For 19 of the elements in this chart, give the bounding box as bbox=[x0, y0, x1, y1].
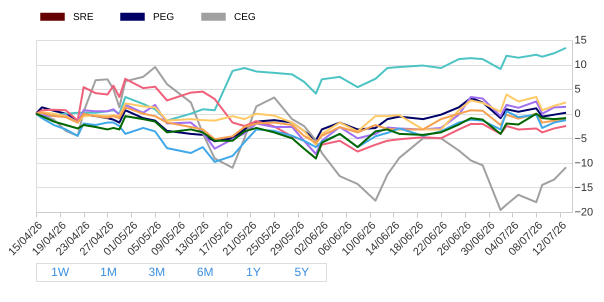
y-tick-label: −10 bbox=[574, 157, 594, 170]
y-tick-label: −15 bbox=[574, 182, 594, 194]
text: 5Y bbox=[294, 265, 310, 279]
y-tick-label: −5 bbox=[574, 132, 588, 145]
y-tick-label: −20 bbox=[574, 206, 594, 218]
y-tick-label: 5 bbox=[574, 84, 581, 96]
y-tick-label: 15 bbox=[574, 34, 587, 46]
text: 1M bbox=[100, 265, 117, 279]
y-tick-label: 10 bbox=[574, 59, 587, 72]
y-tick-label: 0 bbox=[574, 108, 581, 120]
legend-label: PEG bbox=[153, 12, 174, 23]
line-series bbox=[35, 106, 568, 144]
legend-label: SRE bbox=[73, 12, 94, 23]
text: 1Y bbox=[246, 265, 261, 279]
line-series bbox=[35, 78, 568, 156]
text: 6M bbox=[196, 265, 214, 279]
text: 3M bbox=[148, 265, 166, 279]
text: 1W bbox=[51, 265, 70, 279]
legend-label: CEG bbox=[234, 12, 256, 23]
